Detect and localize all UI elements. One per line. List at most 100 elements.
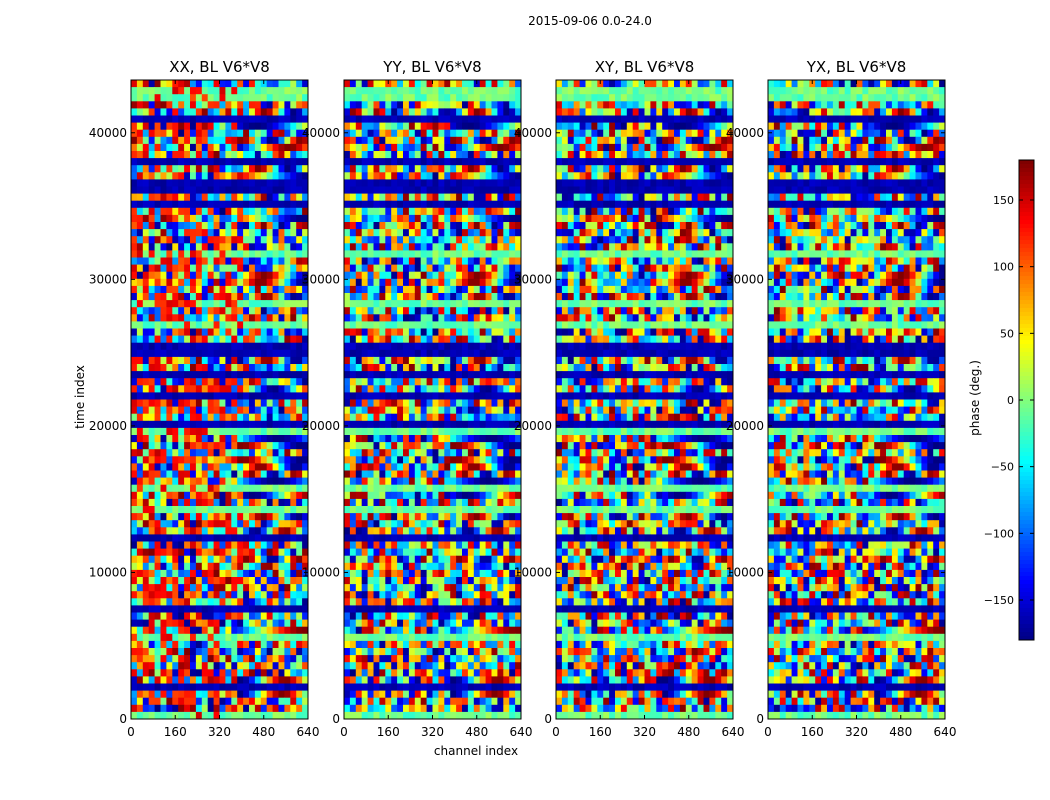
heatmap-cell — [284, 498, 291, 507]
heatmap-cell — [450, 520, 457, 528]
heatmap-cell — [266, 122, 273, 131]
heatmap-cell — [462, 399, 469, 407]
heatmap-cell — [426, 229, 433, 237]
heatmap-cell — [195, 399, 203, 407]
heatmap-cell — [373, 314, 380, 322]
heatmap-cell — [515, 250, 521, 258]
heatmap-cell — [497, 598, 504, 606]
heatmap-cell — [166, 222, 173, 230]
heatmap-cell — [450, 498, 457, 507]
heatmap-cell — [450, 143, 457, 152]
heatmap-cell — [485, 165, 492, 173]
heatmap-cell — [509, 200, 516, 209]
heatmap-cell — [237, 435, 244, 443]
heatmap-cell — [456, 179, 463, 187]
heatmap-cell — [497, 342, 504, 351]
heatmap-cell — [184, 498, 191, 507]
heatmap-cell — [142, 257, 150, 265]
heatmap-cell — [219, 406, 226, 415]
heatmap-cell — [237, 506, 244, 514]
heatmap-cell — [391, 569, 398, 578]
heatmap-cell — [249, 151, 256, 159]
heatmap-cell — [450, 356, 457, 365]
heatmap-cell — [195, 321, 203, 329]
heatmap-cell — [361, 498, 368, 507]
heatmap-cell — [438, 222, 445, 230]
heatmap-cell — [403, 207, 410, 216]
heatmap-cell — [462, 222, 469, 230]
heatmap-cell — [479, 520, 486, 528]
heatmap-cell — [172, 243, 179, 251]
heatmap-cell — [272, 591, 279, 599]
heatmap-cell — [266, 569, 273, 578]
heatmap-cell — [213, 484, 220, 493]
heatmap-cell — [213, 435, 220, 443]
heatmap-cell — [344, 300, 351, 308]
heatmap-cell — [243, 278, 250, 287]
heatmap-cell — [367, 378, 374, 386]
heatmap-cell — [142, 442, 150, 450]
heatmap-cell — [254, 513, 262, 521]
heatmap-cell — [438, 498, 445, 507]
heatmap-cell — [278, 158, 285, 166]
heatmap-cell — [361, 257, 368, 265]
heatmap-cell — [444, 506, 451, 514]
heatmap-cell — [201, 356, 209, 365]
heatmap-cell — [154, 207, 161, 216]
heatmap-cell — [272, 257, 279, 265]
heatmap-cell — [355, 257, 363, 265]
heatmap-cell — [420, 506, 427, 514]
heatmap-cell — [408, 584, 416, 592]
heatmap-cell — [213, 648, 220, 656]
heatmap-cell — [213, 214, 220, 223]
heatmap-cell — [190, 371, 197, 379]
heatmap-cell — [243, 314, 250, 322]
heatmap-cell — [420, 371, 427, 379]
heatmap-cell — [367, 250, 374, 258]
heatmap-cell — [497, 427, 504, 436]
heatmap-cell — [131, 87, 138, 95]
heatmap-cell — [497, 108, 504, 116]
heatmap-cell — [379, 222, 386, 230]
heatmap-cell — [450, 87, 457, 95]
heatmap-cell — [178, 555, 185, 564]
heatmap-cell — [243, 349, 250, 358]
heatmap-cell — [426, 577, 433, 585]
heatmap-cell — [154, 87, 161, 95]
heatmap-cell — [131, 591, 138, 599]
heatmap-cell — [450, 605, 457, 613]
heatmap-cell — [485, 271, 492, 280]
heatmap-cell — [272, 676, 279, 684]
heatmap-cell — [509, 342, 516, 351]
heatmap-cell — [349, 314, 357, 322]
heatmap-cell — [296, 569, 303, 578]
heatmap-cell — [148, 484, 155, 493]
heatmap-cell — [397, 548, 404, 557]
heatmap-cell — [260, 491, 268, 500]
heatmap-cell — [290, 640, 297, 649]
heatmap-cell — [385, 491, 392, 500]
heatmap-cell — [385, 87, 392, 95]
heatmap-cell — [266, 172, 273, 180]
heatmap-cell — [260, 207, 268, 216]
heatmap-cell — [160, 456, 167, 464]
heatmap-cell — [456, 115, 463, 123]
heatmap-cell — [503, 143, 510, 152]
heatmap-cell — [367, 136, 374, 145]
heatmap-cell — [184, 87, 191, 95]
heatmap-cell — [254, 236, 262, 244]
heatmap-cell — [254, 577, 262, 585]
heatmap-cell — [166, 342, 173, 351]
heatmap-cell — [190, 193, 197, 202]
heatmap-cell — [272, 172, 279, 180]
heatmap-cell — [166, 300, 173, 308]
heatmap-cell — [444, 569, 451, 578]
heatmap-cell — [296, 633, 303, 642]
heatmap-cell — [254, 158, 262, 166]
heatmap-cell — [509, 484, 516, 493]
heatmap-cell — [373, 484, 380, 493]
heatmap-cell — [213, 101, 220, 109]
heatmap-cell — [373, 520, 380, 528]
heatmap-cell — [462, 87, 469, 95]
